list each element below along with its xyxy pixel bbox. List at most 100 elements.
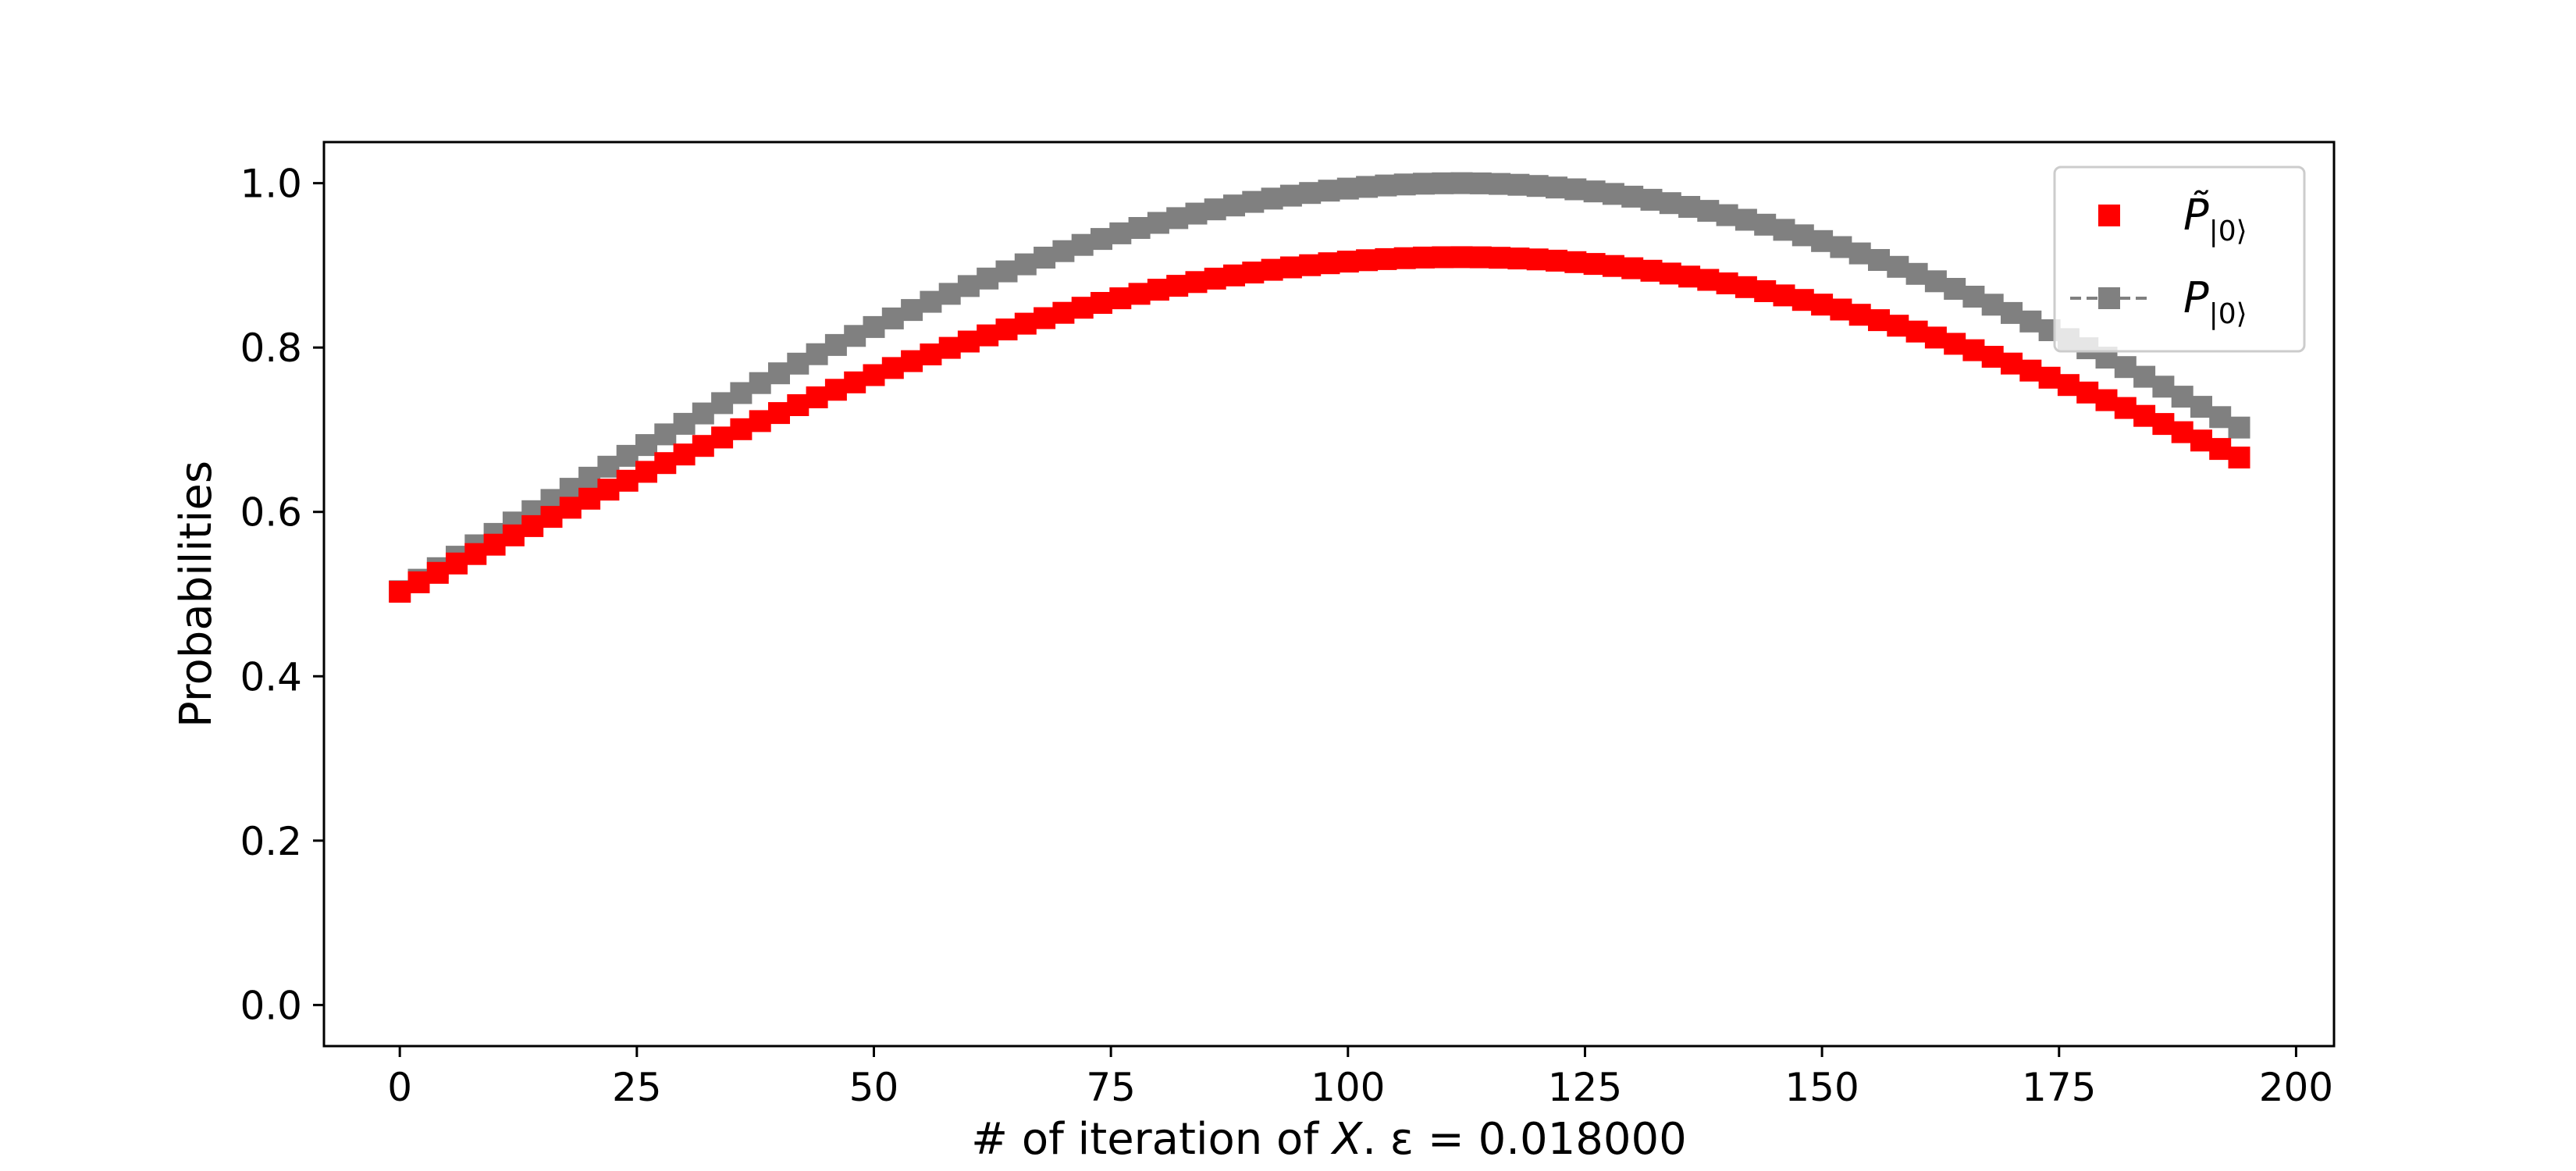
series-noisy-point	[711, 426, 734, 449]
series-ideal-point	[1450, 172, 1473, 194]
series-noisy-point	[654, 452, 677, 475]
series-noisy-point	[1848, 304, 1871, 326]
series-noisy-point	[1261, 258, 1283, 281]
series-ideal-point	[2171, 386, 2194, 408]
series-ideal-point	[824, 333, 847, 356]
series-ideal-point	[578, 466, 601, 489]
series-ideal-point	[1924, 270, 1947, 293]
series-noisy-point	[1147, 279, 1169, 301]
series-ideal-point	[1791, 224, 1814, 247]
legend-marker-ideal	[2098, 287, 2120, 309]
series-noisy-point	[1185, 271, 1208, 294]
series-noisy-point	[2209, 438, 2232, 461]
series-noisy-point	[1640, 259, 1663, 282]
series-ideal-point	[1356, 176, 1379, 198]
series-noisy-point	[1716, 272, 1738, 294]
series-ideal-point	[711, 392, 734, 415]
series-ideal-point	[1811, 230, 1834, 252]
y-tick-label: 0.0	[240, 983, 302, 1028]
series-noisy-point	[730, 418, 753, 440]
series-noisy-point	[389, 581, 411, 603]
series-noisy-point	[521, 514, 544, 537]
series-ideal-point	[787, 352, 809, 375]
series-noisy-point	[1735, 276, 1757, 298]
series-noisy-point	[2171, 421, 2194, 443]
series-noisy-point	[1052, 301, 1075, 324]
series-ideal-point	[1754, 213, 1777, 236]
y-tick-label: 0.6	[240, 490, 302, 536]
series-noisy-point	[426, 561, 449, 584]
series-ideal-point	[1773, 219, 1795, 241]
series-ideal-point	[1128, 217, 1151, 239]
series-ideal-point	[1716, 204, 1738, 226]
series-ideal-point	[1640, 188, 1663, 211]
series-noisy-point	[1336, 251, 1359, 273]
series-noisy-point	[1621, 257, 1644, 279]
series-noisy-point	[407, 571, 430, 593]
series-noisy-point	[1450, 246, 1473, 269]
series-ideal-point	[1261, 187, 1283, 210]
series-ideal-point	[1242, 190, 1265, 213]
series-noisy-point	[1526, 248, 1549, 271]
series-ideal-point	[1489, 173, 1511, 195]
series-noisy-point	[1791, 289, 1814, 311]
series-noisy-point	[1697, 269, 1720, 291]
series-noisy-point	[1773, 284, 1795, 307]
y-tick-label: 0.2	[240, 819, 302, 864]
series-ideal-point	[1526, 175, 1549, 198]
series-noisy-point	[1109, 287, 1132, 310]
series-ideal-point	[749, 372, 771, 394]
series-noisy-point	[901, 350, 923, 372]
series-noisy-point	[2038, 366, 2061, 389]
series-noisy-point	[597, 479, 620, 501]
series-ideal-point	[1375, 174, 1397, 197]
series-noisy-point	[1014, 312, 1037, 335]
series-ideal-point	[730, 382, 753, 404]
series-ideal-point	[1091, 228, 1112, 251]
legend-marker-noisy	[2098, 205, 2120, 226]
series-ideal-point	[844, 325, 866, 347]
series-ideal-point	[995, 260, 1018, 283]
series-noisy-point	[1242, 262, 1265, 284]
series-ideal-point	[1868, 249, 1890, 271]
legend-box	[2053, 166, 2306, 353]
series-noisy-point	[1489, 247, 1511, 269]
x-tick-label: 75	[1086, 1065, 1136, 1110]
series-noisy-point	[957, 330, 980, 353]
plot-area	[389, 172, 2250, 603]
series-ideal-point	[1469, 172, 1492, 194]
series-noisy-point	[977, 324, 999, 347]
series-ideal-point	[1905, 262, 1928, 285]
series-ideal-point	[863, 315, 885, 338]
series-ideal-point	[2114, 356, 2137, 379]
series-ideal-point	[1848, 242, 1871, 265]
x-tick-label: 150	[1784, 1065, 1859, 1110]
series-ideal-point	[1336, 177, 1359, 200]
series-noisy-point	[920, 343, 942, 365]
series-ideal-point	[1564, 178, 1587, 201]
series-noisy-point	[1299, 254, 1322, 276]
series-noisy-point	[824, 379, 847, 401]
series-noisy-point	[2114, 397, 2137, 419]
series-ideal-point	[2190, 396, 2212, 418]
series-ideal-point	[1602, 183, 1624, 205]
series-noisy-point	[635, 461, 657, 483]
series-noisy-point	[502, 524, 525, 546]
series-ideal-point	[1393, 173, 1416, 196]
x-tick-label: 100	[1311, 1065, 1385, 1110]
series-ideal-point	[1887, 255, 1909, 278]
series-noisy-point	[1375, 247, 1397, 270]
series-ideal-point	[1830, 236, 1852, 258]
series-noisy-point	[2095, 389, 2118, 411]
series-noisy-point	[2228, 447, 2250, 469]
series-ideal-point	[1413, 173, 1435, 195]
series-ideal-point	[920, 290, 942, 313]
series-ideal-point	[1185, 202, 1208, 225]
series-noisy-point	[1583, 253, 1606, 276]
series-noisy-point	[1981, 346, 2004, 368]
series-ideal-point	[768, 362, 790, 385]
axes-frame	[322, 141, 2336, 1048]
series-noisy-point	[464, 543, 487, 565]
series-ideal-point	[957, 275, 980, 297]
series-ideal-point	[1621, 185, 1644, 208]
